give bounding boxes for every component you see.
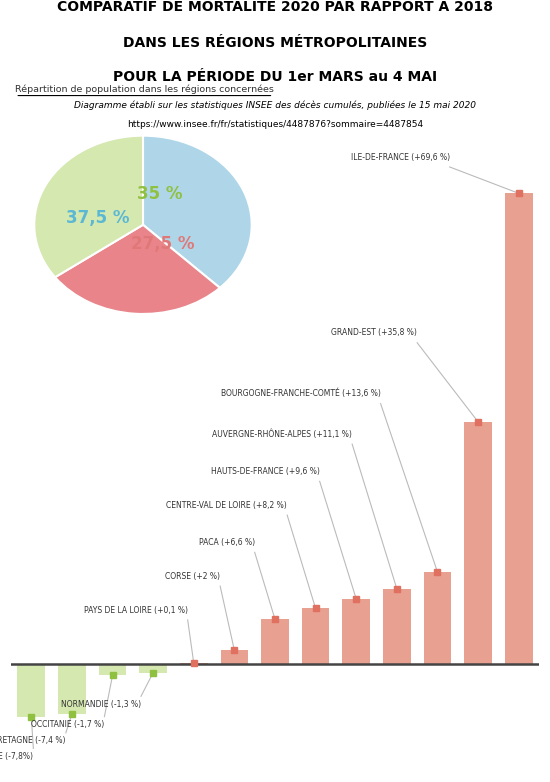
Wedge shape — [143, 136, 252, 288]
Text: OCCITANIE (-1,7 %): OCCITANIE (-1,7 %) — [31, 720, 104, 729]
Text: 37,5 %: 37,5 % — [65, 209, 129, 227]
Text: DANS LES RÉGIONS MÉTROPOLITAINES: DANS LES RÉGIONS MÉTROPOLITAINES — [123, 36, 427, 50]
Text: Répartition de population dans les régions concernées: Répartition de population dans les régio… — [15, 84, 274, 94]
Bar — [505, 193, 532, 664]
Text: BOURGOGNE-FRANCHE-COMTÉ (+13,6 %): BOURGOGNE-FRANCHE-COMTÉ (+13,6 %) — [221, 389, 381, 398]
Wedge shape — [55, 225, 220, 314]
Text: PACA (+6,6 %): PACA (+6,6 %) — [199, 538, 255, 547]
Text: PAYS DE LA LOIRE (+0,1 %): PAYS DE LA LOIRE (+0,1 %) — [84, 605, 188, 615]
Bar — [139, 664, 167, 673]
Text: Diagramme établi sur les statistiques INSEE des décès cumulés, publiées le 15 ma: Diagramme établi sur les statistiques IN… — [74, 101, 476, 110]
Text: BRETAGNE (-7,4 %): BRETAGNE (-7,4 %) — [0, 736, 66, 745]
Bar — [221, 651, 248, 664]
Bar — [464, 421, 492, 664]
Text: 35 %: 35 % — [136, 185, 182, 203]
Bar — [99, 664, 127, 676]
Bar — [343, 599, 370, 664]
Text: CENTRE-VAL DE LOIRE (+8,2 %): CENTRE-VAL DE LOIRE (+8,2 %) — [167, 500, 287, 510]
Text: ILE-DE-FRANCE (+69,6 %): ILE-DE-FRANCE (+69,6 %) — [350, 152, 450, 162]
Bar — [383, 589, 411, 664]
Bar — [261, 619, 289, 664]
Text: NOUVELLE-AQUITAINE (-7,8%): NOUVELLE-AQUITAINE (-7,8%) — [0, 752, 34, 761]
Text: GRAND-EST (+35,8 %): GRAND-EST (+35,8 %) — [331, 328, 417, 337]
Text: CORSE (+2 %): CORSE (+2 %) — [165, 572, 220, 581]
Text: POUR LA PÉRIODE DU 1er MARS au 4 MAI: POUR LA PÉRIODE DU 1er MARS au 4 MAI — [113, 70, 437, 84]
Wedge shape — [34, 136, 143, 278]
Text: NORMANDIE (-1,3 %): NORMANDIE (-1,3 %) — [61, 700, 141, 708]
Bar — [58, 664, 86, 714]
Bar — [424, 572, 451, 664]
Bar — [18, 664, 45, 716]
Text: HAUTS-DE-FRANCE (+9,6 %): HAUTS-DE-FRANCE (+9,6 %) — [211, 467, 320, 476]
Text: COMPARATIF DE MORTALITÉ 2020 PAR RAPPORT À 2018: COMPARATIF DE MORTALITÉ 2020 PAR RAPPORT… — [57, 0, 493, 14]
Text: https://www.insee.fr/fr/statistiques/4487876?sommaire=4487854: https://www.insee.fr/fr/statistiques/448… — [127, 120, 423, 129]
Text: 27,5 %: 27,5 % — [131, 235, 194, 253]
Bar — [302, 608, 329, 664]
Text: AUVERGNE-RHÔNE-ALPES (+11,1 %): AUVERGNE-RHÔNE-ALPES (+11,1 %) — [212, 429, 352, 439]
